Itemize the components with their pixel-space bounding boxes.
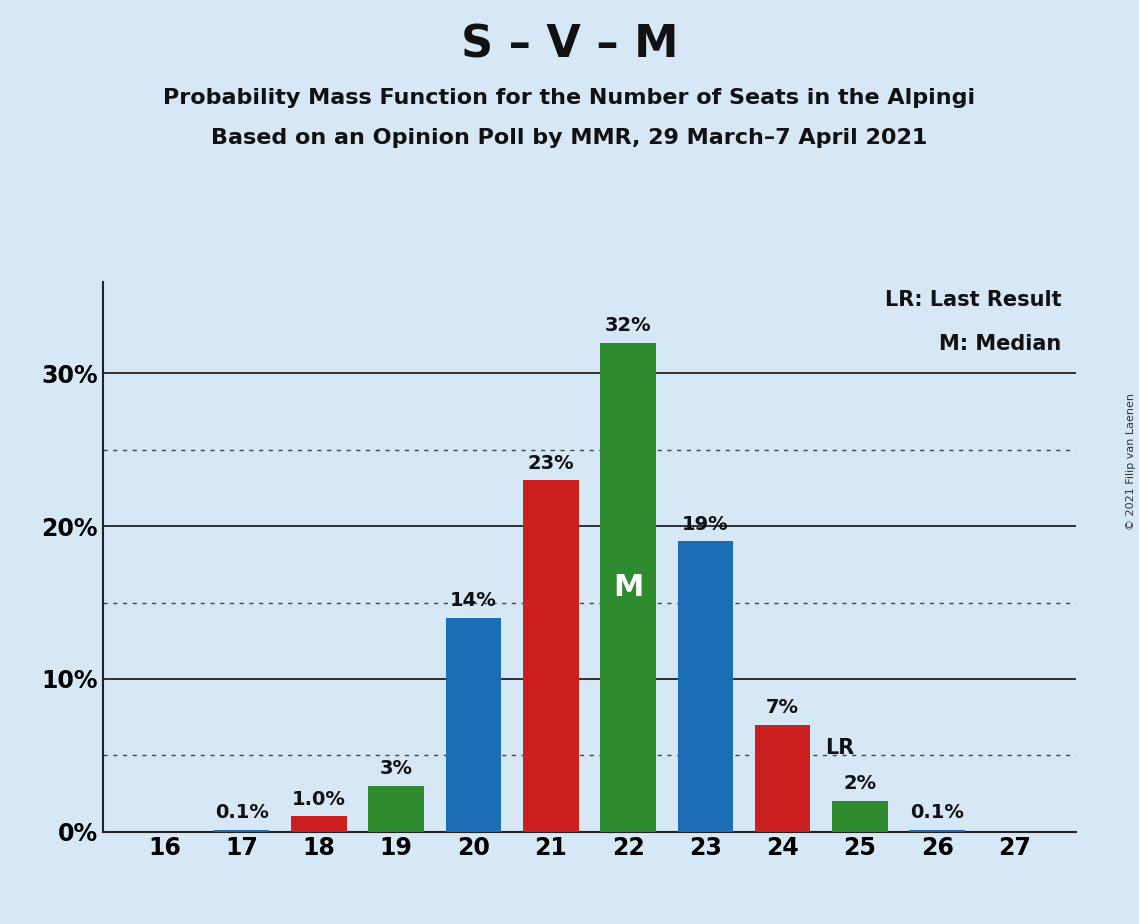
Bar [523, 480, 579, 832]
Text: 1.0%: 1.0% [292, 790, 346, 808]
Text: © 2021 Filip van Laenen: © 2021 Filip van Laenen [1126, 394, 1136, 530]
Text: 3%: 3% [379, 760, 412, 778]
Text: M: Median: M: Median [940, 334, 1062, 354]
Text: Based on an Opinion Poll by MMR, 29 March–7 April 2021: Based on an Opinion Poll by MMR, 29 Marc… [212, 128, 927, 148]
Text: S – V – M: S – V – M [461, 23, 678, 67]
Bar [445, 618, 501, 832]
Bar [833, 801, 887, 832]
Bar [678, 541, 734, 832]
Text: 14%: 14% [450, 591, 497, 610]
Text: M: M [613, 573, 644, 602]
Text: LR: LR [825, 738, 854, 759]
Bar [755, 724, 811, 832]
Text: 23%: 23% [527, 454, 574, 473]
Bar [292, 816, 346, 832]
Text: 0.1%: 0.1% [910, 804, 965, 822]
Text: 32%: 32% [605, 316, 652, 335]
Text: 19%: 19% [682, 515, 729, 534]
Bar [368, 785, 424, 832]
Bar [214, 830, 270, 832]
Text: Probability Mass Function for the Number of Seats in the Alpingi: Probability Mass Function for the Number… [163, 88, 976, 108]
Text: 2%: 2% [843, 774, 877, 794]
Bar [600, 343, 656, 832]
Text: LR: Last Result: LR: Last Result [885, 290, 1062, 310]
Bar [909, 830, 965, 832]
Text: 0.1%: 0.1% [214, 804, 269, 822]
Text: 7%: 7% [767, 698, 800, 717]
